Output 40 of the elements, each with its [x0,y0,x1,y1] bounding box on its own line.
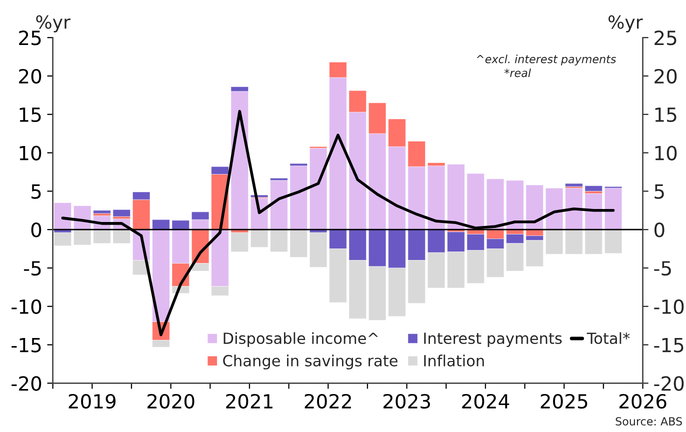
annotation: *real [504,68,531,78]
y-tick-label: 5 [32,184,41,199]
legend-label: Change in savings rate [223,354,398,370]
y-tick-label: 20 [19,68,42,84]
x-tick-label: 2021 [226,394,272,409]
x-tick-label: 2025 [540,394,588,409]
y2-tick-label: 5 [654,184,664,199]
y2-tick-label: -20 [654,376,684,391]
x-tick-label: 2024 [462,394,510,409]
legend-label: Total* [586,332,630,344]
legend-label: Interest payments [424,332,562,348]
y2-tick-label: 25 [654,30,676,46]
y-tick-label: 0 [31,222,42,238]
y2-tick-label: 0 [654,222,664,238]
y-tick-label: 10 [20,146,42,160]
y-tick-label: -20 [12,376,42,391]
x-tick-label: 2019 [68,394,116,409]
y-tick-label: -10 [12,299,42,314]
legend-label: Inflation [424,354,484,366]
y2-tick-label: -5 [654,261,671,276]
bar [54,232,72,246]
y2-tick-label: 20 [654,68,677,84]
x-tick-label: 2023 [383,394,430,409]
x-tick-label: 2026 [619,394,666,409]
y2-tick-label: -10 [654,299,684,314]
y2-tick-label: 10 [655,146,677,160]
bar [54,202,72,230]
y2-tick-label: -15 [654,338,684,352]
y2-tick-label: 15 [655,108,676,122]
y-axis-title: %yr [36,15,70,32]
y-tick-label: -15 [12,338,41,352]
legend-label: Disposable income^ [224,332,378,348]
y2-axis-title: %yr [608,15,643,32]
y-tick-label: -5 [24,261,41,276]
x-tick-label: 2022 [304,394,351,409]
y-tick-label: 25 [19,30,41,46]
annotation: ^excl. interest payments [476,54,616,66]
source-note: Source: ABS [616,417,682,426]
y-tick-label: 15 [20,108,41,122]
x-tick-label: 2020 [147,394,194,409]
